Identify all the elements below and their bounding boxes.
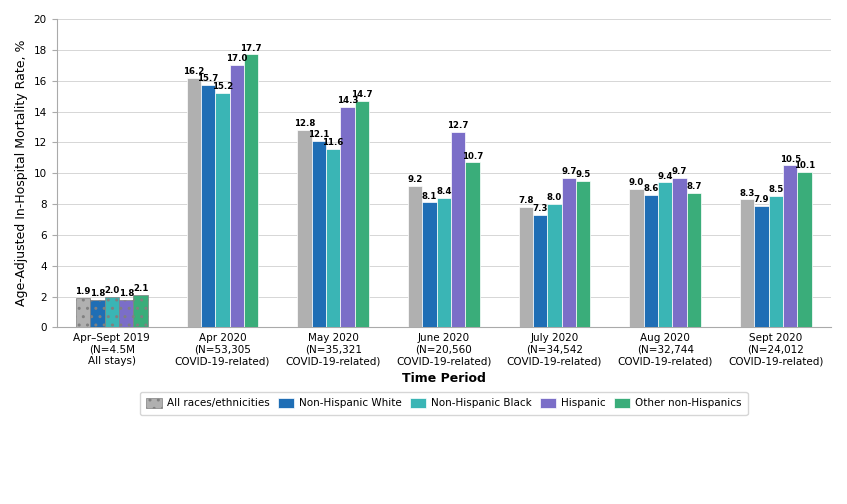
Text: 10.7: 10.7	[462, 152, 484, 161]
Bar	[576, 181, 590, 328]
Bar	[451, 132, 466, 328]
Bar	[755, 206, 769, 328]
Bar	[423, 203, 437, 328]
Text: 9.7: 9.7	[562, 167, 577, 176]
Bar	[340, 107, 355, 328]
Bar	[562, 178, 576, 328]
Text: 7.3: 7.3	[533, 204, 548, 213]
X-axis label: Time Period: Time Period	[402, 371, 486, 385]
Bar	[533, 215, 547, 328]
Text: 8.3: 8.3	[739, 188, 755, 198]
Y-axis label: Age-Adjusted In-Hospital Mortality Rate, %: Age-Adjusted In-Hospital Mortality Rate,…	[15, 40, 28, 306]
Bar	[297, 130, 312, 328]
Text: 14.3: 14.3	[337, 96, 358, 105]
Text: 9.4: 9.4	[657, 171, 673, 180]
Bar	[408, 185, 423, 328]
Bar	[437, 198, 451, 328]
Text: 11.6: 11.6	[323, 138, 344, 147]
Text: 9.0: 9.0	[628, 178, 644, 187]
Bar	[644, 195, 658, 328]
Text: 7.8: 7.8	[518, 196, 534, 205]
Bar	[355, 101, 369, 328]
Text: 2.1: 2.1	[133, 284, 148, 293]
Text: 8.5: 8.5	[768, 185, 783, 195]
Bar	[201, 85, 215, 328]
Text: 10.5: 10.5	[780, 155, 800, 164]
Bar	[312, 141, 326, 328]
Text: 8.7: 8.7	[686, 182, 701, 192]
Bar	[105, 296, 119, 328]
Text: 9.2: 9.2	[407, 175, 423, 183]
Text: 8.1: 8.1	[422, 192, 437, 201]
Bar	[687, 193, 701, 328]
Bar	[783, 165, 797, 328]
Bar	[466, 162, 480, 328]
Text: 9.5: 9.5	[576, 170, 591, 179]
Text: 2.0: 2.0	[104, 286, 119, 295]
Text: 12.7: 12.7	[447, 121, 469, 130]
Bar	[186, 78, 201, 328]
Bar	[769, 197, 783, 328]
Bar	[76, 298, 91, 328]
Text: 1.8: 1.8	[119, 289, 134, 298]
Bar	[740, 200, 755, 328]
Text: 16.2: 16.2	[183, 67, 204, 76]
Text: 7.9: 7.9	[754, 195, 769, 204]
Text: 8.4: 8.4	[436, 187, 451, 196]
Bar	[629, 188, 644, 328]
Bar	[215, 93, 230, 328]
Text: 17.7: 17.7	[241, 44, 262, 52]
Bar	[673, 178, 687, 328]
Bar	[547, 204, 562, 328]
Bar	[658, 182, 673, 328]
Text: 15.2: 15.2	[212, 82, 233, 91]
Legend: All races/ethnicities, Non-Hispanic White, Non-Hispanic Black, Hispanic, Other n: All races/ethnicities, Non-Hispanic Whit…	[140, 392, 748, 415]
Text: 15.7: 15.7	[197, 75, 219, 84]
Text: 9.7: 9.7	[672, 167, 687, 176]
Bar	[134, 295, 148, 328]
Text: 1.9: 1.9	[75, 287, 91, 296]
Text: 17.0: 17.0	[226, 54, 247, 64]
Text: 8.6: 8.6	[643, 184, 658, 193]
Bar	[119, 300, 134, 328]
Text: 8.0: 8.0	[547, 193, 562, 202]
Text: 10.1: 10.1	[794, 161, 816, 170]
Bar	[230, 65, 244, 328]
Bar	[797, 172, 811, 328]
Bar	[244, 54, 258, 328]
Text: 12.8: 12.8	[294, 119, 315, 128]
Text: 1.8: 1.8	[90, 289, 105, 298]
Bar	[326, 149, 340, 328]
Text: 14.7: 14.7	[352, 90, 373, 99]
Text: 12.1: 12.1	[308, 130, 329, 139]
Bar	[91, 300, 105, 328]
Bar	[518, 207, 533, 328]
